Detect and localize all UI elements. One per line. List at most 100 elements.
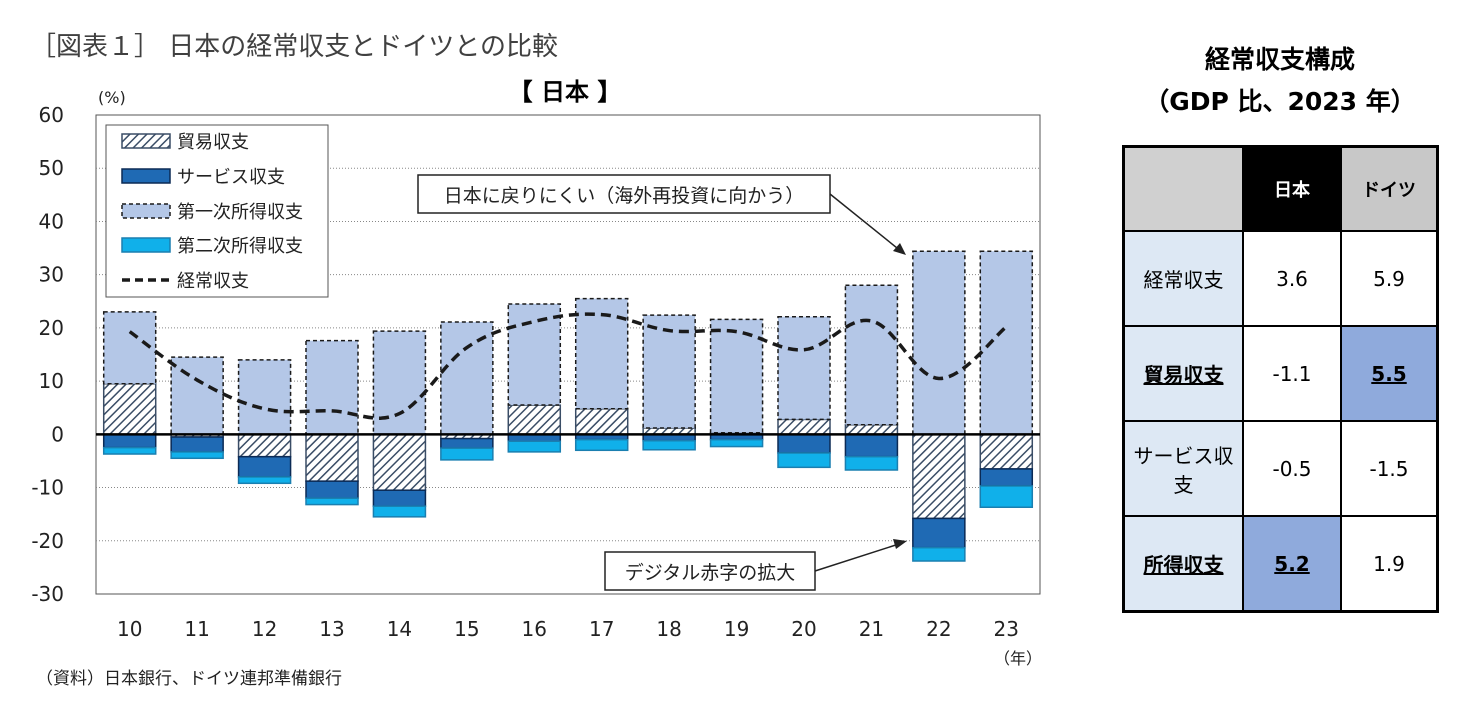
x-tick-label: 15 (454, 617, 479, 641)
y-tick-label: 10 (39, 369, 64, 393)
bar-secondary-income (777, 452, 831, 469)
x-tick-label: 20 (791, 617, 816, 641)
legend-swatch (121, 203, 171, 219)
bar-secondary-income (237, 476, 292, 485)
x-tick-label: 13 (319, 617, 344, 641)
japan-value: 3.6 (1242, 230, 1342, 327)
table-header-germany: ドイツ (1340, 145, 1439, 232)
bar-primary-income (507, 303, 562, 406)
x-tick-label: 21 (859, 617, 884, 641)
row-label: 経常収支 (1122, 230, 1244, 327)
bar-primary-income (844, 284, 899, 426)
bar-primary-income (777, 315, 831, 421)
bar-trade (372, 433, 427, 491)
bar-trade (237, 433, 292, 458)
table-subtitle: （GDP 比、2023 年） (1144, 87, 1416, 116)
legend-label: サービス収支 (177, 167, 285, 188)
table-title: 経常収支構成 (1204, 45, 1355, 74)
comparison-table: 日本 ドイツ 経常収支 3.6 5.9 貿易収支 -1.1 5.5 サービス収支… (1122, 145, 1439, 613)
bar-trade (507, 404, 562, 436)
bar-services (170, 436, 224, 453)
bar-trade (305, 433, 359, 482)
x-tick-label: 18 (656, 617, 681, 641)
bar-secondary-income (170, 451, 224, 460)
y-tick-label: 0 (51, 422, 64, 446)
legend-label: 第一次所得収支 (177, 202, 303, 223)
annotation-text: 日本に戻りにくい（海外再投資に向かう） (444, 185, 805, 207)
y-tick-label: 30 (39, 263, 64, 287)
bar-trade (912, 433, 966, 520)
bar-primary-income (912, 250, 966, 436)
germany-value: -1.5 (1340, 420, 1439, 517)
table-row: 経常収支 3.6 5.9 (1122, 230, 1439, 327)
annotation-box (417, 174, 831, 214)
y-tick-label: 50 (39, 156, 64, 180)
table-header-japan: 日本 (1242, 145, 1342, 232)
japan-value: -0.5 (1242, 420, 1342, 517)
bar-secondary-income (709, 438, 764, 448)
bar-secondary-income (440, 447, 494, 461)
x-tick-label: 17 (589, 617, 614, 641)
bar-services (372, 489, 427, 507)
current-account-chart: 60 50 40 30 20 10 0 -10 -20 -30 (%) 【 日本 】 10 11 12 13 1… (31, 78, 1042, 668)
x-tick-label: 16 (522, 617, 547, 641)
row-label: サービス収支 (1122, 420, 1244, 517)
x-axis-label: （年） (994, 649, 1042, 668)
bar-services (912, 517, 966, 549)
bar-services (844, 433, 899, 458)
source-note: （資料）日本銀行、ドイツ連邦準備銀行 (36, 669, 342, 689)
bar-primary-income (642, 314, 696, 429)
table-row: サービス収支 -0.5 -1.5 (1122, 420, 1439, 517)
x-tick-label: 14 (387, 617, 412, 641)
bar-services (237, 455, 292, 478)
bar-secondary-income (912, 546, 966, 562)
table-row: 貿易収支 -1.1 5.5 (1122, 325, 1439, 422)
bar-trade (979, 433, 1034, 470)
y-tick-label: 20 (39, 316, 64, 340)
legend-swatch (121, 237, 171, 253)
line-current-account (128, 312, 1008, 420)
y-tick-label: 40 (39, 209, 64, 233)
bar-secondary-income (507, 440, 562, 453)
legend-swatch (121, 133, 171, 149)
annotation-arrow (829, 193, 903, 253)
table-row: 所得収支 5.2 1.9 (1122, 515, 1439, 613)
germany-value: 5.5 (1340, 325, 1439, 422)
bar-trade (777, 418, 831, 436)
bar-secondary-income (844, 455, 899, 471)
germany-value: 1.9 (1340, 515, 1439, 613)
japan-value: -1.1 (1242, 325, 1342, 422)
row-label: 所得収支 (1122, 515, 1244, 613)
bar-primary-income (102, 311, 157, 385)
annotation-text: デジタル赤字の拡大 (625, 562, 796, 584)
bar-secondary-income (305, 497, 359, 506)
y-tick-label: -20 (31, 529, 64, 553)
figure-title: ［図表１］ 日本の経常収支とドイツとの比較 (30, 32, 559, 62)
row-label: 貿易収支 (1122, 325, 1244, 422)
bar-services (102, 433, 157, 449)
bar-services (440, 437, 494, 449)
x-tick-label: 22 (926, 617, 951, 641)
chart-title: 【 日本 】 (509, 78, 622, 106)
legend-label: 経常収支 (177, 271, 249, 292)
bar-secondary-income (979, 485, 1034, 508)
bar-primary-income (237, 359, 292, 436)
y-axis-label: (%) (98, 88, 126, 107)
x-tick-label: 19 (724, 617, 749, 641)
table-header-row: 日本 ドイツ (1122, 145, 1439, 232)
bar-services (777, 433, 831, 454)
bar-secondary-income (372, 505, 427, 518)
y-tick-label: -30 (31, 582, 64, 606)
legend-swatch (121, 168, 171, 184)
arrow-head (893, 539, 907, 549)
x-tick-label: 10 (117, 617, 142, 641)
bar-primary-income (170, 356, 224, 436)
bar-trade (102, 383, 157, 436)
y-tick-label: -10 (31, 476, 64, 500)
y-tick-label: 60 (39, 103, 64, 127)
annotation-arrow (814, 542, 903, 572)
bar-secondary-income (102, 446, 157, 455)
japan-value: 5.2 (1242, 515, 1342, 613)
bar-trade (574, 408, 629, 436)
